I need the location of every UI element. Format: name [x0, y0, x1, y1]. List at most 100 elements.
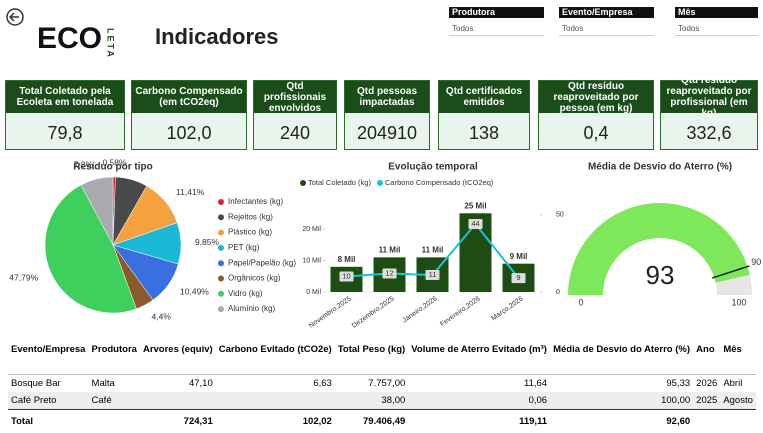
pie-value-label: 10,49%	[180, 286, 209, 296]
table-cell: Abril	[723, 378, 743, 389]
data-table: Evento/Empresa Produtora Arvores (equiv) Ca…	[8, 342, 756, 430]
x-tick-label: Março,2026	[490, 295, 524, 322]
line-value-label: 12	[385, 268, 393, 277]
table-cell: Café Preto	[8, 392, 89, 410]
line-label-box	[339, 271, 354, 282]
kpi-label: Qtd resíduo reaproveitado por pessoa (em…	[539, 81, 653, 114]
filter-value: Todos	[559, 18, 654, 36]
column-header[interactable]: Ano	[693, 342, 721, 375]
column-header[interactable]: Carbono Evitado (tCO2e)	[215, 342, 335, 375]
column-header[interactable]: Total Peso (kg)	[334, 342, 409, 375]
legend-swatch	[218, 290, 224, 297]
table-cell: 7.757,00	[368, 378, 406, 389]
y-tick-label: 20 Mil	[302, 226, 321, 233]
filter[interactable]: Produtora Todos	[449, 7, 544, 36]
bar-value-label: 11 Mil	[379, 245, 401, 254]
legend-label: Carbono Compensado (tCO2eq)	[385, 178, 494, 187]
table-cell: 0,06	[408, 392, 551, 410]
legend-label: Total Coletado (kg)	[308, 178, 371, 187]
legend-swatch	[218, 260, 224, 267]
gauge-max: 100	[731, 297, 746, 307]
kpi-label: Qtd resíduo reaproveitado por profission…	[661, 75, 757, 119]
x-tick-label: Fevereiro,2026	[439, 295, 482, 328]
filter-label: Mês	[675, 7, 758, 18]
line-value-label: 10	[342, 272, 350, 281]
table-cell: 2026	[696, 378, 718, 389]
column-header[interactable]: Média de Desvio do Aterro (%)	[550, 342, 694, 375]
legend-swatch	[218, 199, 224, 205]
back-arrow	[8, 12, 19, 22]
x-tick-label: Janeiro,2026	[402, 295, 439, 324]
column-header[interactable]: Evento/Empresa	[8, 342, 89, 375]
table-cell: Malta	[91, 378, 115, 389]
logo: ECO	[37, 22, 102, 55]
table-cell: Bosque Bar	[11, 378, 61, 389]
table-cell: 11,64	[524, 378, 548, 389]
logo-sup: LETA	[106, 28, 116, 59]
table-row: Bosque Bar Malta 47,10 6,63 7.757,00 11,64 95,…	[8, 375, 756, 393]
kpi-value: 102,0	[166, 123, 212, 143]
y2-tick-label: 50	[556, 212, 564, 219]
legend-swatch	[218, 275, 224, 282]
line-label-box	[382, 268, 397, 279]
filter-label: Evento/Empresa	[559, 7, 654, 18]
legend-label: Plástico (kg)	[228, 228, 272, 237]
pie-value-label: 0,58%	[102, 157, 127, 167]
table-cell: 724,31	[139, 409, 216, 430]
bar-value-label: 25 Mil	[464, 201, 486, 210]
kpi-card: Qtd resíduo reaproveitado por profission…	[660, 75, 758, 150]
table-cell: 38,00	[334, 392, 409, 410]
gauge-target-label: 90	[751, 257, 761, 267]
kpi-value: 79,8	[47, 123, 83, 143]
filter-value: Todos	[449, 18, 544, 36]
legend-label: Papel/Papelão (kg)	[228, 258, 296, 267]
kpi-value: 240	[279, 123, 311, 143]
y-tick-label: 10 Mil	[302, 257, 321, 264]
pie-value-label: 9,85%	[195, 237, 220, 247]
table-cell	[693, 409, 721, 430]
kpi-card: Qtd resíduo reaproveitado por pessoa (em…	[538, 80, 654, 150]
page-title: Indicadores	[155, 24, 278, 49]
kpi-label: Qtd pessoas impactadas	[345, 81, 429, 113]
kpi-value: 332,6	[686, 123, 732, 143]
kpi-card: Total Coletado pela Ecoleta em tonelada 7…	[5, 80, 125, 150]
bar-value-label: 9 Mil	[510, 252, 528, 261]
table-cell: Total	[8, 409, 89, 430]
x-tick-label: Novembro,2025	[308, 295, 353, 329]
kpi-label: Qtd profissionais envolvidos	[254, 81, 336, 114]
legend-label: Rejeitos (kg)	[228, 212, 273, 221]
table-cell	[215, 392, 335, 410]
column-header[interactable]: Arvores (equiv)	[139, 342, 216, 375]
legend-label: Vidro (kg)	[228, 289, 263, 298]
bar-value-label: 8 Mil	[338, 255, 356, 264]
kpi-card: Qtd pessoas impactadas 204910	[344, 80, 430, 150]
legend-label: Alumínio (kg)	[228, 304, 275, 313]
filter[interactable]: Mês Todos	[675, 7, 758, 36]
pie-value-label: 47,79%	[9, 273, 38, 283]
legend-swatch	[377, 180, 383, 186]
column-header[interactable]: Mês	[720, 342, 756, 375]
column-header[interactable]: Volume de Aterro Evitado (m³)	[408, 342, 551, 375]
table-cell: 102,02	[215, 409, 335, 430]
pie-slice	[44, 184, 137, 314]
legend-swatch	[218, 229, 224, 236]
filter-label: Produtora	[449, 7, 544, 18]
legend-label: PET (kg)	[228, 243, 260, 252]
table-cell: 92,60	[550, 409, 694, 430]
back-button[interactable]	[6, 8, 24, 26]
gauge-target	[712, 265, 750, 279]
kpi-value: 138	[468, 123, 500, 143]
legend-swatch	[300, 180, 306, 186]
pie-slice	[80, 176, 114, 246]
legend-swatch	[218, 214, 224, 221]
x-tick-label: Dezembro,2025	[351, 295, 396, 329]
column-header[interactable]: Produtora	[88, 342, 140, 375]
header-row: Evento/Empresa Produtora Arvores (equiv) Ca…	[8, 342, 756, 375]
filter[interactable]: Evento/Empresa Todos	[559, 7, 654, 36]
line-value-label: 44	[471, 219, 479, 228]
table-cell	[88, 409, 140, 430]
table-cell	[720, 409, 756, 430]
legend-swatch	[218, 244, 224, 251]
y-tick-label: 0 Mil	[306, 289, 321, 296]
